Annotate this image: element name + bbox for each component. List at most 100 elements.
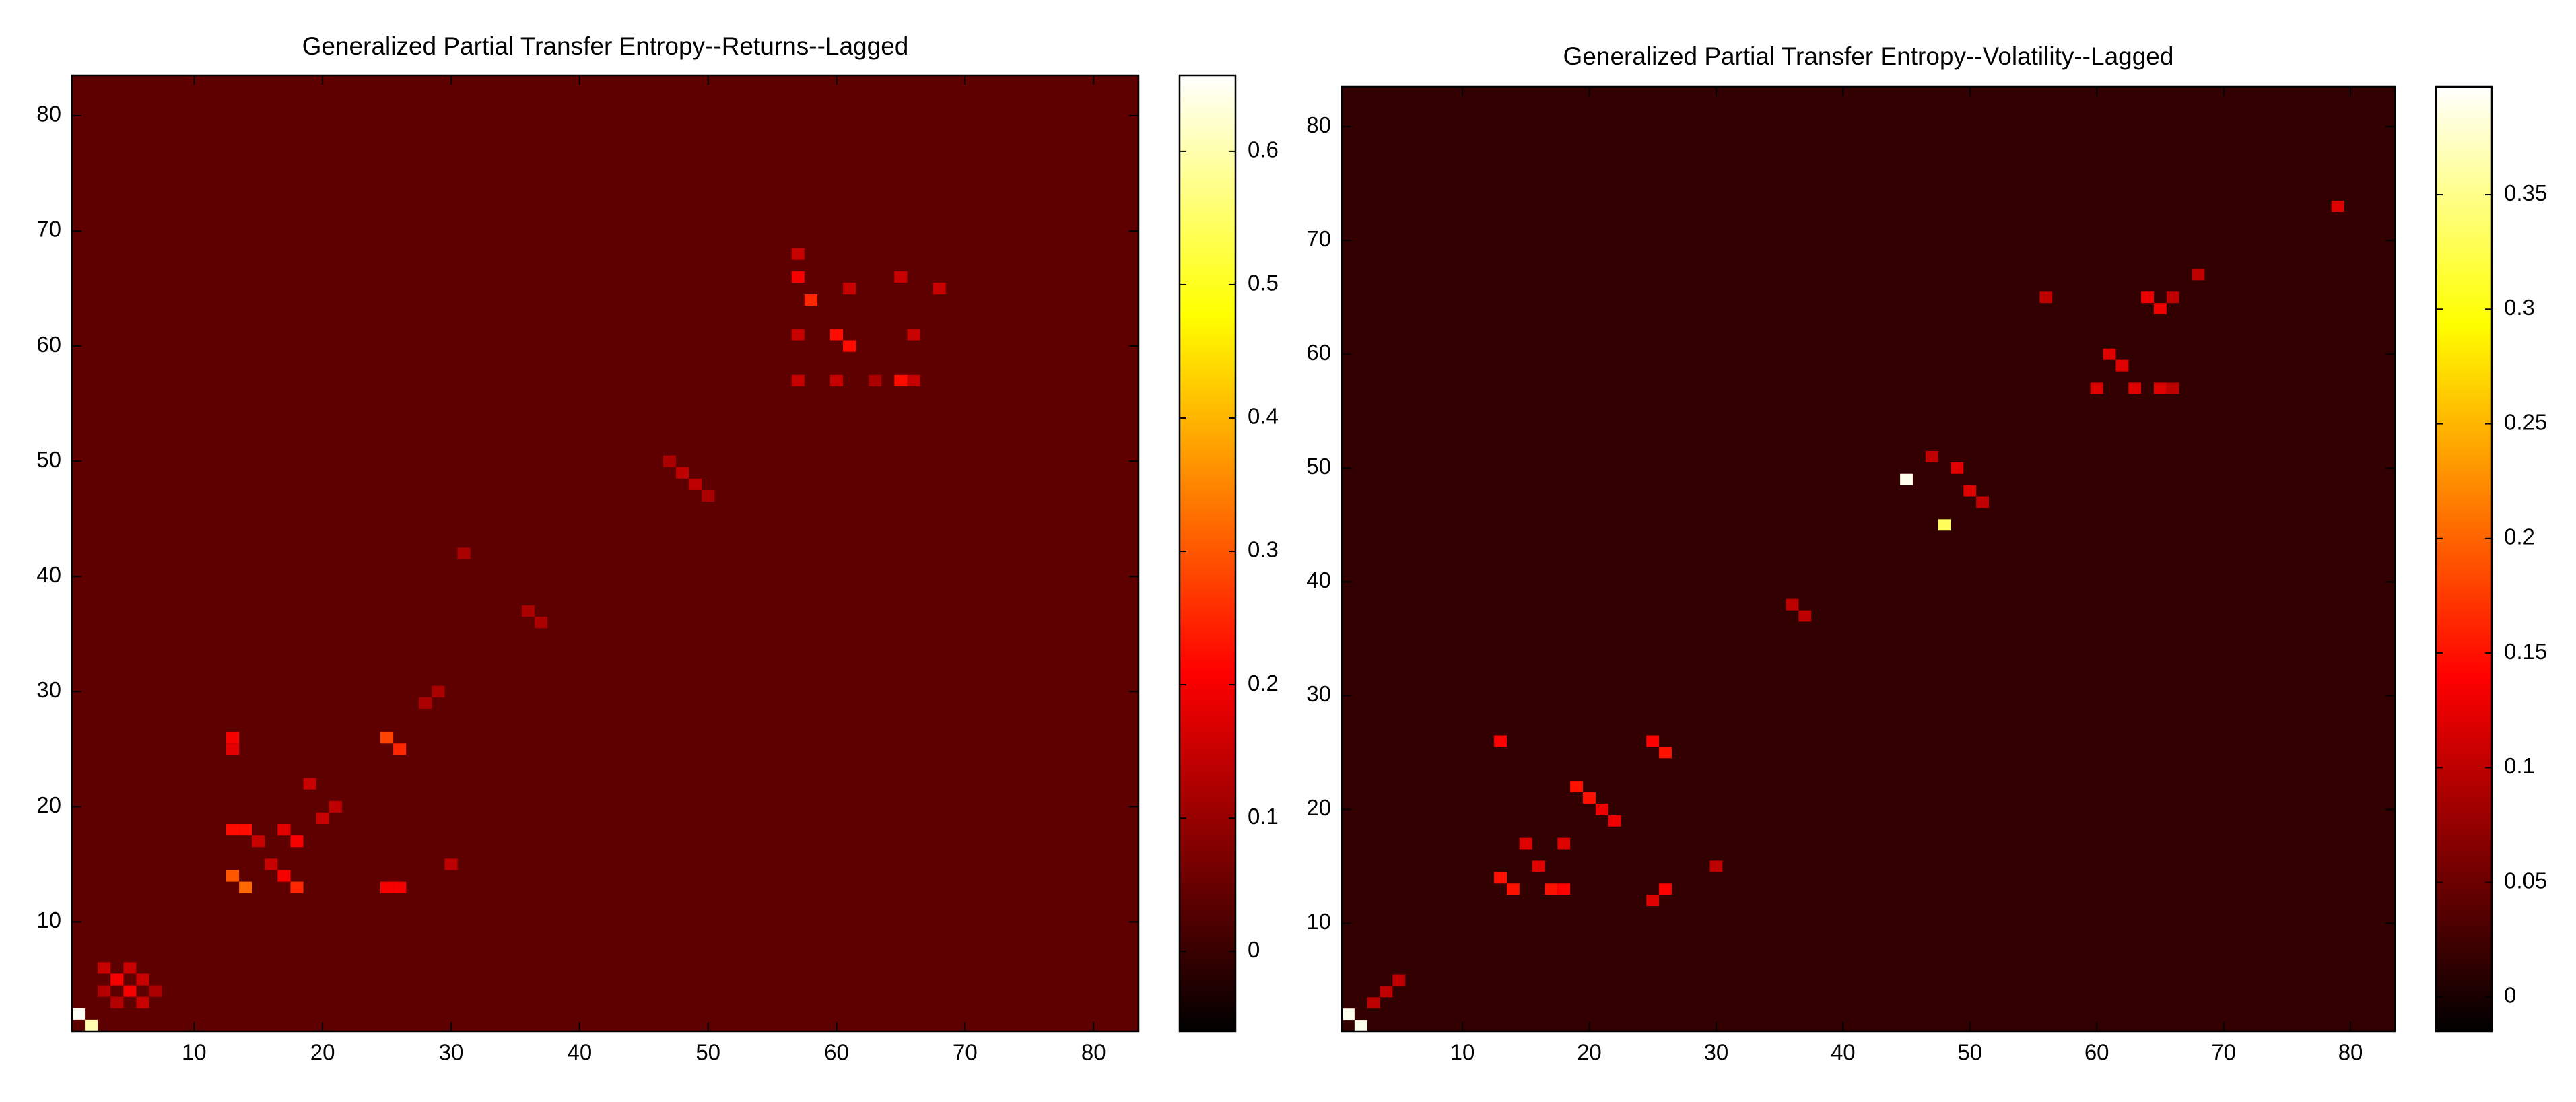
- heatmap-cell: [521, 605, 535, 617]
- x-tick-label: 60: [824, 1040, 849, 1065]
- heatmap-cell: [265, 858, 278, 870]
- y-tick-label: 20: [1306, 795, 1331, 820]
- y-tick-label: 80: [36, 102, 61, 127]
- x-tick-label: 30: [1704, 1040, 1729, 1065]
- heatmap-cell: [829, 374, 844, 386]
- heatmap-cell: [2039, 291, 2053, 304]
- heatmap-cell: [791, 271, 805, 283]
- heatmap-cell: [1709, 860, 1723, 872]
- heatmap-cell: [2166, 382, 2179, 394]
- heatmap-cell: [675, 467, 689, 479]
- heatmap-cell: [1976, 496, 1990, 508]
- heatmap-cell: [2115, 359, 2129, 372]
- heatmap-cell: [1786, 598, 1799, 611]
- heatmap-cell: [1545, 883, 1558, 895]
- colorbar-tick-label: 0: [2504, 983, 2516, 1008]
- heatmap-cell: [1938, 519, 1951, 531]
- colorbar-tick-label: 0.6: [1248, 137, 1279, 162]
- x-tick-label: 70: [2211, 1040, 2236, 1065]
- heatmap-cell: [843, 282, 856, 295]
- chart-title: Generalized Partial Transfer Entropy--Re…: [302, 32, 909, 60]
- heatmap-cell: [894, 271, 908, 283]
- heatmap-cell: [2103, 348, 2116, 360]
- heatmap-cell: [110, 996, 124, 1008]
- heatmap-cell: [829, 329, 844, 341]
- heatmap-cell: [98, 985, 111, 997]
- heatmap-cell: [1583, 792, 1596, 804]
- heatmap-cell: [149, 985, 162, 997]
- heatmap-cell: [226, 824, 240, 836]
- y-tick-label: 30: [36, 677, 61, 702]
- colorbar-tick-label: 0.05: [2504, 868, 2547, 893]
- heatmap-cell: [393, 881, 407, 893]
- x-tick-label: 30: [439, 1040, 464, 1065]
- heatmap-cell: [239, 881, 252, 893]
- x-tick-label: 70: [953, 1040, 978, 1065]
- heatmap-cell: [1798, 610, 1812, 622]
- heatmap-cell: [380, 881, 394, 893]
- heatmap-cell: [1570, 781, 1584, 793]
- heatmap-panel: Generalized Partial Transfer Entropy--Vo…: [1306, 42, 2547, 1065]
- y-tick-label: 80: [1306, 112, 1331, 137]
- heatmap-cell: [1646, 895, 1660, 907]
- y-tick-label: 70: [1306, 226, 1331, 251]
- x-tick-label: 20: [310, 1040, 335, 1065]
- heatmap-cell: [2153, 303, 2167, 315]
- heatmap-cell: [290, 835, 304, 848]
- heatmap-background: [72, 75, 1139, 1031]
- heatmap-cell: [136, 973, 149, 986]
- heatmap-cell: [393, 743, 407, 755]
- heatmap-panel: Generalized Partial Transfer Entropy--Re…: [36, 32, 1279, 1065]
- heatmap-cell: [1532, 860, 1545, 872]
- heatmap-cell: [303, 778, 316, 790]
- heatmap-cell: [419, 697, 432, 709]
- x-tick-label: 40: [567, 1040, 592, 1065]
- heatmap-cell: [316, 812, 329, 825]
- heatmap-cell: [1608, 815, 1621, 827]
- colorbar-tick-label: 0.3: [1248, 537, 1279, 562]
- heatmap-cell: [1595, 803, 1608, 815]
- heatmap-cell: [226, 870, 240, 882]
- heatmap-cell: [239, 824, 252, 836]
- y-tick-label: 70: [36, 217, 61, 242]
- axes-frame: [71, 74, 1140, 1033]
- chart-title: Generalized Partial Transfer Entropy--Vo…: [1563, 42, 2174, 70]
- heatmap-background: [1342, 87, 2395, 1031]
- heatmap-cell: [1646, 735, 1660, 747]
- x-tick-label: 10: [182, 1040, 207, 1065]
- heatmap-cell: [791, 329, 805, 341]
- heatmap-cell: [894, 374, 908, 386]
- heatmap-cell: [226, 732, 240, 744]
- x-tick-label: 50: [1957, 1040, 1982, 1065]
- y-tick-label: 40: [36, 562, 61, 587]
- heatmap-cell: [380, 732, 394, 744]
- y-tick-label: 30: [1306, 681, 1331, 706]
- y-tick-label: 60: [1306, 340, 1331, 365]
- heatmap-cell: [1380, 986, 1393, 998]
- heatmap-cell: [123, 962, 137, 974]
- heatmap-cell: [2141, 291, 2154, 304]
- heatmap-cell: [2192, 269, 2205, 281]
- heatmap-cell: [2153, 382, 2167, 394]
- heatmap-cell: [1367, 997, 1380, 1009]
- heatmap-cell: [843, 340, 856, 352]
- heatmap-cell: [791, 248, 805, 260]
- y-tick-label: 40: [1306, 567, 1331, 592]
- heatmap-cell: [444, 858, 458, 870]
- heatmap-cell: [933, 282, 946, 295]
- heatmap-cell: [689, 478, 702, 490]
- colorbar-tick-label: 0.4: [1248, 404, 1279, 429]
- heatmap-cell: [252, 835, 265, 848]
- colorbar-frame: [1178, 74, 1237, 1033]
- heatmap-cell: [1557, 837, 1571, 850]
- y-tick-label: 10: [1306, 909, 1331, 934]
- heatmap-cell: [1494, 872, 1507, 884]
- x-tick-label: 20: [1577, 1040, 1602, 1065]
- heatmap-cell: [2331, 201, 2344, 212]
- colorbar-tick-label: 0.5: [1248, 271, 1279, 296]
- heatmap-cell: [432, 685, 445, 697]
- colorbar-frame: [2435, 85, 2493, 1033]
- heatmap-cell: [907, 374, 920, 386]
- heatmap-cell: [535, 617, 548, 629]
